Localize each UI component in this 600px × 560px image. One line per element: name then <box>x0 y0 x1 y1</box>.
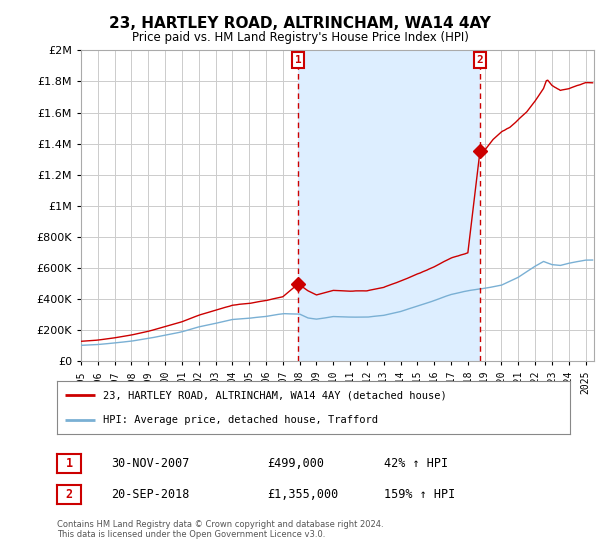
Text: £499,000: £499,000 <box>267 457 324 470</box>
Text: £1,355,000: £1,355,000 <box>267 488 338 501</box>
Text: 159% ↑ HPI: 159% ↑ HPI <box>384 488 455 501</box>
Text: 1: 1 <box>65 457 73 470</box>
Text: 2: 2 <box>476 55 484 65</box>
Text: 42% ↑ HPI: 42% ↑ HPI <box>384 457 448 470</box>
Text: 23, HARTLEY ROAD, ALTRINCHAM, WA14 4AY: 23, HARTLEY ROAD, ALTRINCHAM, WA14 4AY <box>109 16 491 31</box>
Text: Contains HM Land Registry data © Crown copyright and database right 2024.
This d: Contains HM Land Registry data © Crown c… <box>57 520 383 539</box>
Text: 30-NOV-2007: 30-NOV-2007 <box>111 457 190 470</box>
Text: 23, HARTLEY ROAD, ALTRINCHAM, WA14 4AY (detached house): 23, HARTLEY ROAD, ALTRINCHAM, WA14 4AY (… <box>103 390 447 400</box>
Bar <box>298 50 480 361</box>
Text: 20-SEP-2018: 20-SEP-2018 <box>111 488 190 501</box>
Text: 2: 2 <box>65 488 73 501</box>
Text: Price paid vs. HM Land Registry's House Price Index (HPI): Price paid vs. HM Land Registry's House … <box>131 31 469 44</box>
Text: HPI: Average price, detached house, Trafford: HPI: Average price, detached house, Traf… <box>103 414 378 424</box>
Text: 1: 1 <box>295 55 302 65</box>
